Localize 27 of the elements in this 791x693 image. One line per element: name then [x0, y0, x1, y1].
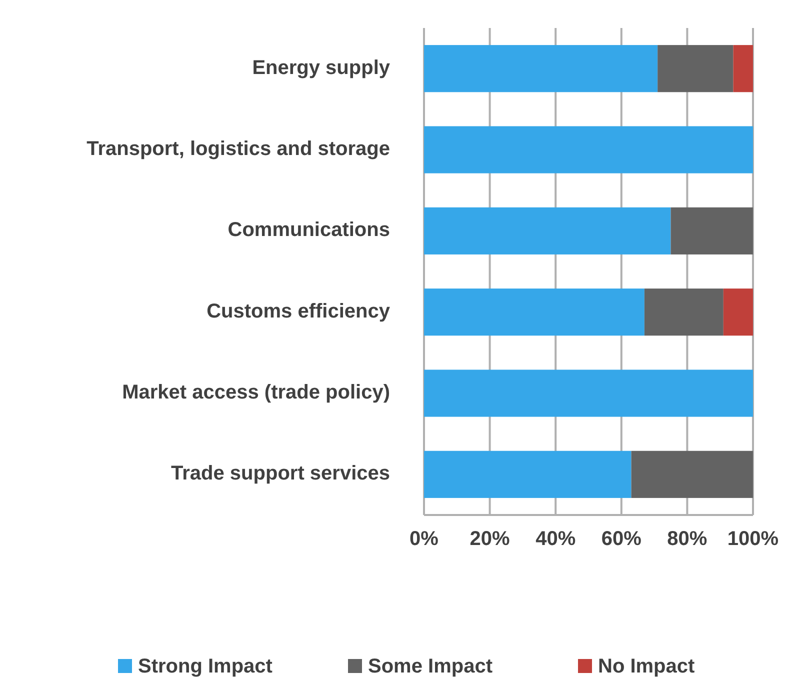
y-tick-label: Trade support services — [171, 462, 390, 485]
y-tick-label: Communications — [228, 219, 390, 242]
y-tick-label: Transport, logistics and storage — [86, 138, 390, 160]
x-tick-label: 0% — [410, 528, 439, 550]
bar — [424, 450, 632, 498]
y-tick-label: Customs efficiency — [206, 300, 391, 322]
bar — [631, 450, 753, 498]
y-tick-label: Market access (trade policy) — [122, 382, 390, 404]
x-tick-label: 40% — [536, 528, 576, 550]
bar — [424, 288, 644, 336]
legend-label: No Impact — [598, 655, 696, 678]
x-tick-label: 20% — [470, 528, 510, 550]
bar — [424, 45, 658, 92]
legend-label: Some Impact — [368, 655, 493, 678]
x-tick-label: 80% — [667, 528, 708, 550]
bar — [670, 207, 753, 254]
x-tick-label: 100% — [727, 528, 779, 550]
bar — [424, 370, 753, 417]
bar — [723, 288, 753, 336]
bar — [424, 126, 753, 174]
y-tick-label: Energy supply — [252, 56, 391, 79]
legend-label: Strong Impact — [138, 655, 273, 678]
bar — [424, 207, 671, 254]
bar — [658, 45, 734, 92]
bar — [733, 45, 753, 92]
bar — [644, 288, 724, 336]
x-tick-label: 60% — [601, 528, 642, 550]
